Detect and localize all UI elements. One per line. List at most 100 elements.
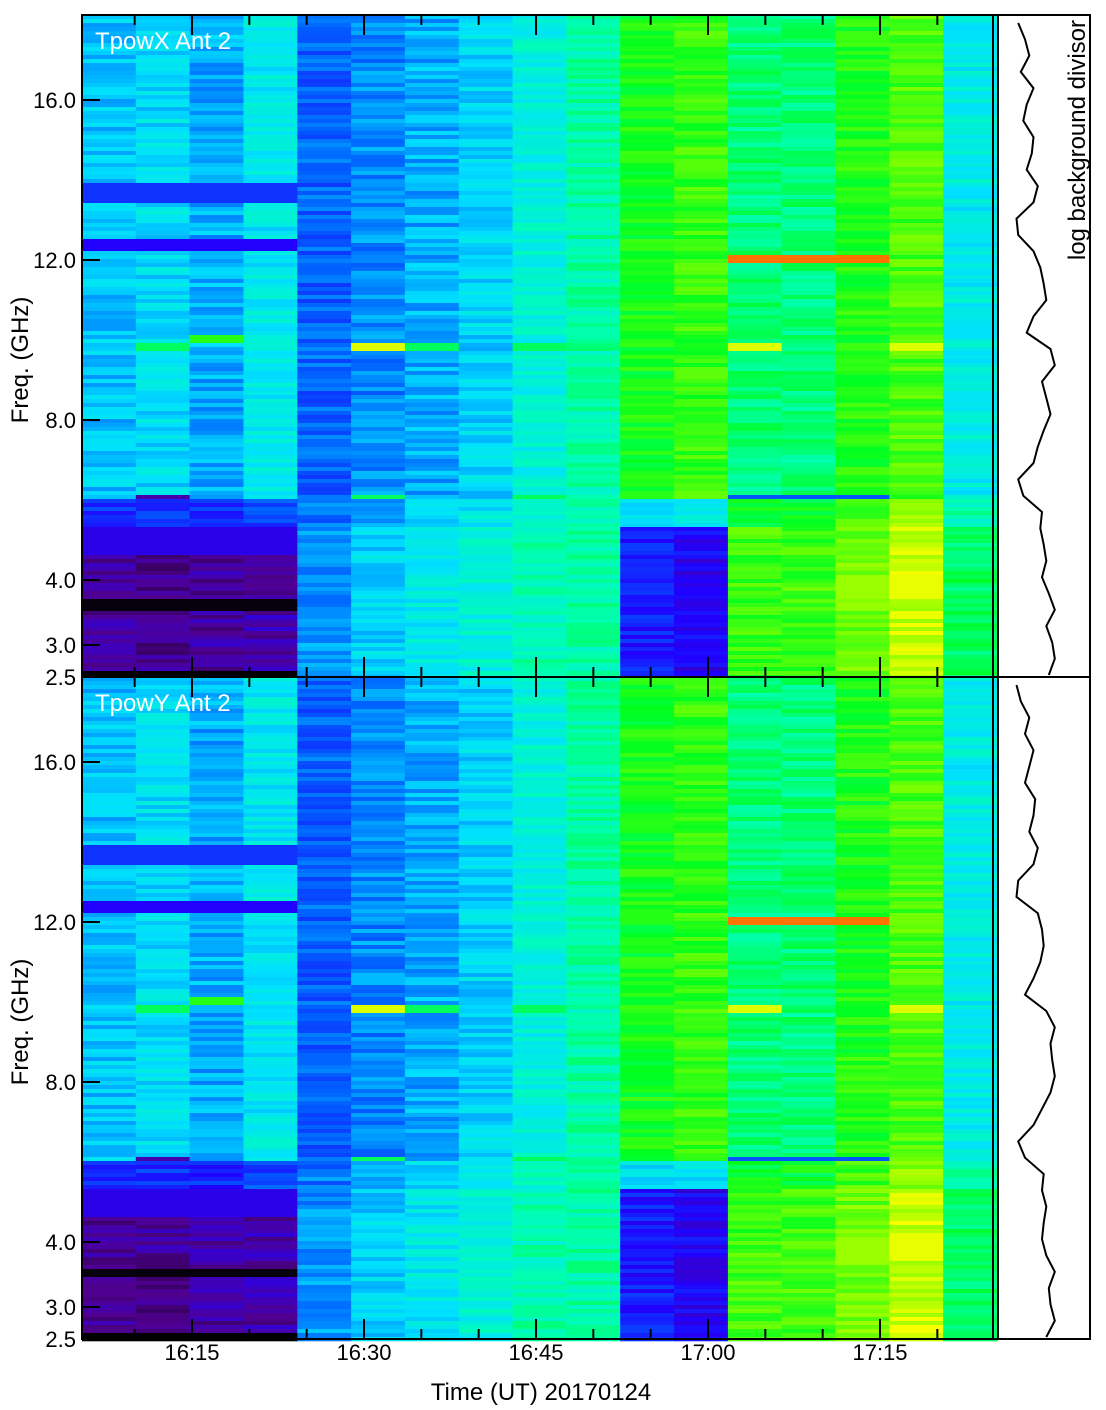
heatmap-cell <box>781 243 837 248</box>
heatmap-cell <box>566 275 621 280</box>
heatmap-cell <box>835 283 890 288</box>
heatmap-cell <box>351 467 406 472</box>
heatmap-cell <box>458 797 514 802</box>
heatmap-cell <box>674 1205 729 1210</box>
heatmap-cell <box>82 749 137 754</box>
heatmap-cell <box>566 127 621 132</box>
heatmap-cell <box>189 179 244 184</box>
heatmap-cell <box>512 411 567 416</box>
heatmap-cell <box>243 579 298 584</box>
heatmap-cell <box>458 415 514 420</box>
heatmap-cell <box>674 1297 729 1302</box>
heatmap-cell <box>674 147 729 152</box>
heatmap-cell <box>297 243 352 248</box>
heatmap-cell <box>727 793 783 798</box>
heatmap-cell <box>404 1157 460 1162</box>
heatmap-cell <box>82 111 137 116</box>
heatmap-cell <box>889 59 944 64</box>
heatmap-cell <box>351 953 406 958</box>
heatmap-cell <box>82 379 137 384</box>
heatmap-cell <box>674 1177 729 1182</box>
heatmap-cell <box>512 845 567 850</box>
heatmap-cell <box>566 507 621 512</box>
heatmap-cell <box>297 495 352 500</box>
heatmap-cell <box>566 1077 621 1082</box>
heatmap-cell <box>189 1145 244 1150</box>
heatmap-cell <box>297 483 352 488</box>
heatmap-cell <box>404 167 460 172</box>
heatmap-cell <box>351 1201 406 1206</box>
heatmap-cell <box>404 1245 460 1250</box>
heatmap-cell <box>404 51 460 56</box>
heatmap-cell <box>781 319 837 324</box>
heatmap-cell <box>404 1217 460 1222</box>
heatmap-cell <box>512 737 567 742</box>
heatmap-cell <box>189 1129 244 1134</box>
heatmap-cell <box>404 857 460 862</box>
heatmap-cell <box>943 619 998 624</box>
heatmap-cell <box>566 431 621 436</box>
heatmap-cell <box>404 1017 460 1022</box>
heatmap-cell <box>835 503 890 508</box>
heatmap-cell <box>82 681 137 686</box>
heatmap-cell <box>781 95 837 100</box>
heatmap-cell <box>458 363 514 368</box>
heatmap-cell <box>512 55 567 60</box>
heatmap-cell <box>135 375 191 380</box>
heatmap-cell <box>297 279 352 284</box>
heatmap-cell <box>512 423 567 428</box>
heatmap-cell <box>458 223 514 228</box>
heatmap-cell <box>189 567 244 572</box>
heatmap-cell <box>189 275 244 280</box>
heatmap-cell <box>82 59 137 64</box>
heatmap-cell <box>243 547 298 552</box>
heatmap-cell <box>835 231 890 236</box>
heatmap-cell <box>566 291 621 296</box>
heatmap-cell <box>889 167 944 172</box>
heatmap-cell <box>674 765 729 770</box>
heatmap-cell <box>243 749 298 754</box>
heatmap-cell <box>404 95 460 100</box>
heatmap-cell <box>297 139 352 144</box>
heatmap-cell <box>674 407 729 412</box>
heatmap-cell <box>889 631 944 636</box>
heatmap-cell <box>781 391 837 396</box>
heatmap-cell <box>82 765 137 770</box>
heatmap-cell <box>566 235 621 240</box>
heatmap-cell <box>674 347 729 352</box>
heatmap-cell <box>781 327 837 332</box>
heatmap-cell <box>943 91 998 96</box>
heatmap-cell <box>512 459 567 464</box>
heatmap-cell <box>620 777 675 782</box>
heatmap-cell <box>297 127 352 132</box>
heatmap-cell <box>512 1297 567 1302</box>
heatmap-cell <box>566 1197 621 1202</box>
heatmap-cell <box>835 583 890 588</box>
heatmap-cell <box>566 511 621 516</box>
heatmap-cell <box>674 395 729 400</box>
heatmap-cell <box>82 71 137 76</box>
heatmap-cell <box>781 659 837 664</box>
heatmap-cell <box>566 1205 621 1210</box>
heatmap-cell <box>566 1297 621 1302</box>
heatmap-cell <box>458 215 514 220</box>
heatmap-cell <box>620 279 675 284</box>
heatmap-cell <box>620 443 675 448</box>
heatmap-cell <box>566 1293 621 1298</box>
heatmap-cell <box>727 603 783 608</box>
heatmap-cell <box>620 993 675 998</box>
heatmap-cell <box>458 515 514 520</box>
heatmap-cell <box>82 215 137 220</box>
heatmap-cell <box>889 527 944 532</box>
heatmap-cell <box>674 27 729 32</box>
heatmap-cell <box>566 267 621 272</box>
heatmap-cell <box>727 59 783 64</box>
heatmap-cell <box>620 1181 675 1186</box>
heatmap-cell <box>835 323 890 328</box>
heatmap-cell <box>135 471 191 476</box>
heatmap-cell <box>135 1277 191 1282</box>
heatmap-cell <box>243 55 298 60</box>
heatmap-cell <box>82 781 137 786</box>
heatmap-cell <box>243 737 298 742</box>
heatmap-cell <box>566 215 621 220</box>
